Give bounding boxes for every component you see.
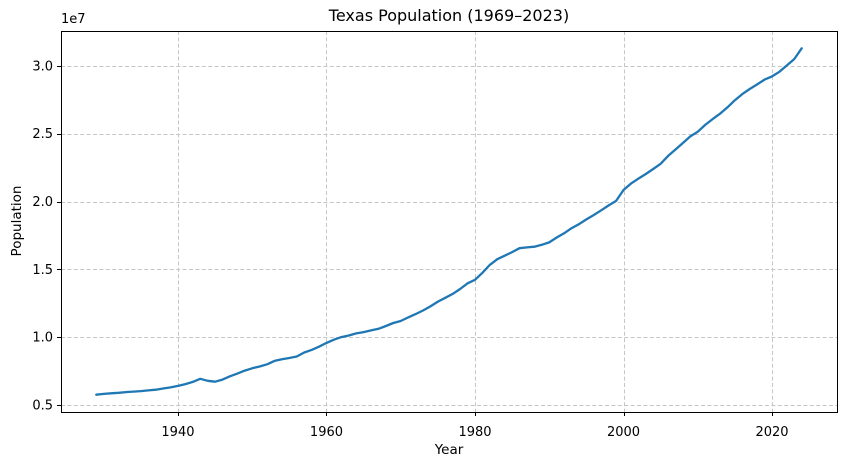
y-tick-label: 2.0 xyxy=(32,195,53,210)
x-axis-label: Year xyxy=(434,442,464,458)
x-tick-label: 1940 xyxy=(161,425,194,440)
y-axis-label: Population xyxy=(9,185,25,257)
x-tick-label: 1980 xyxy=(458,425,491,440)
y-tick-label: 0.5 xyxy=(32,399,53,414)
x-tick-label: 1960 xyxy=(310,425,343,440)
y-tick-label: 2.5 xyxy=(32,127,53,142)
chart-title: Texas Population (1969–2023) xyxy=(328,6,570,25)
plot-border xyxy=(61,31,838,413)
population-line xyxy=(95,47,803,396)
y-axis-offset-label: 1e7 xyxy=(61,12,86,27)
x-tick-label: 2020 xyxy=(755,425,788,440)
y-tick-label: 1.5 xyxy=(32,263,53,278)
x-tick-label: 2000 xyxy=(607,425,640,440)
y-tick-label: 1.0 xyxy=(32,331,53,346)
y-tick-label: 3.0 xyxy=(32,59,53,74)
